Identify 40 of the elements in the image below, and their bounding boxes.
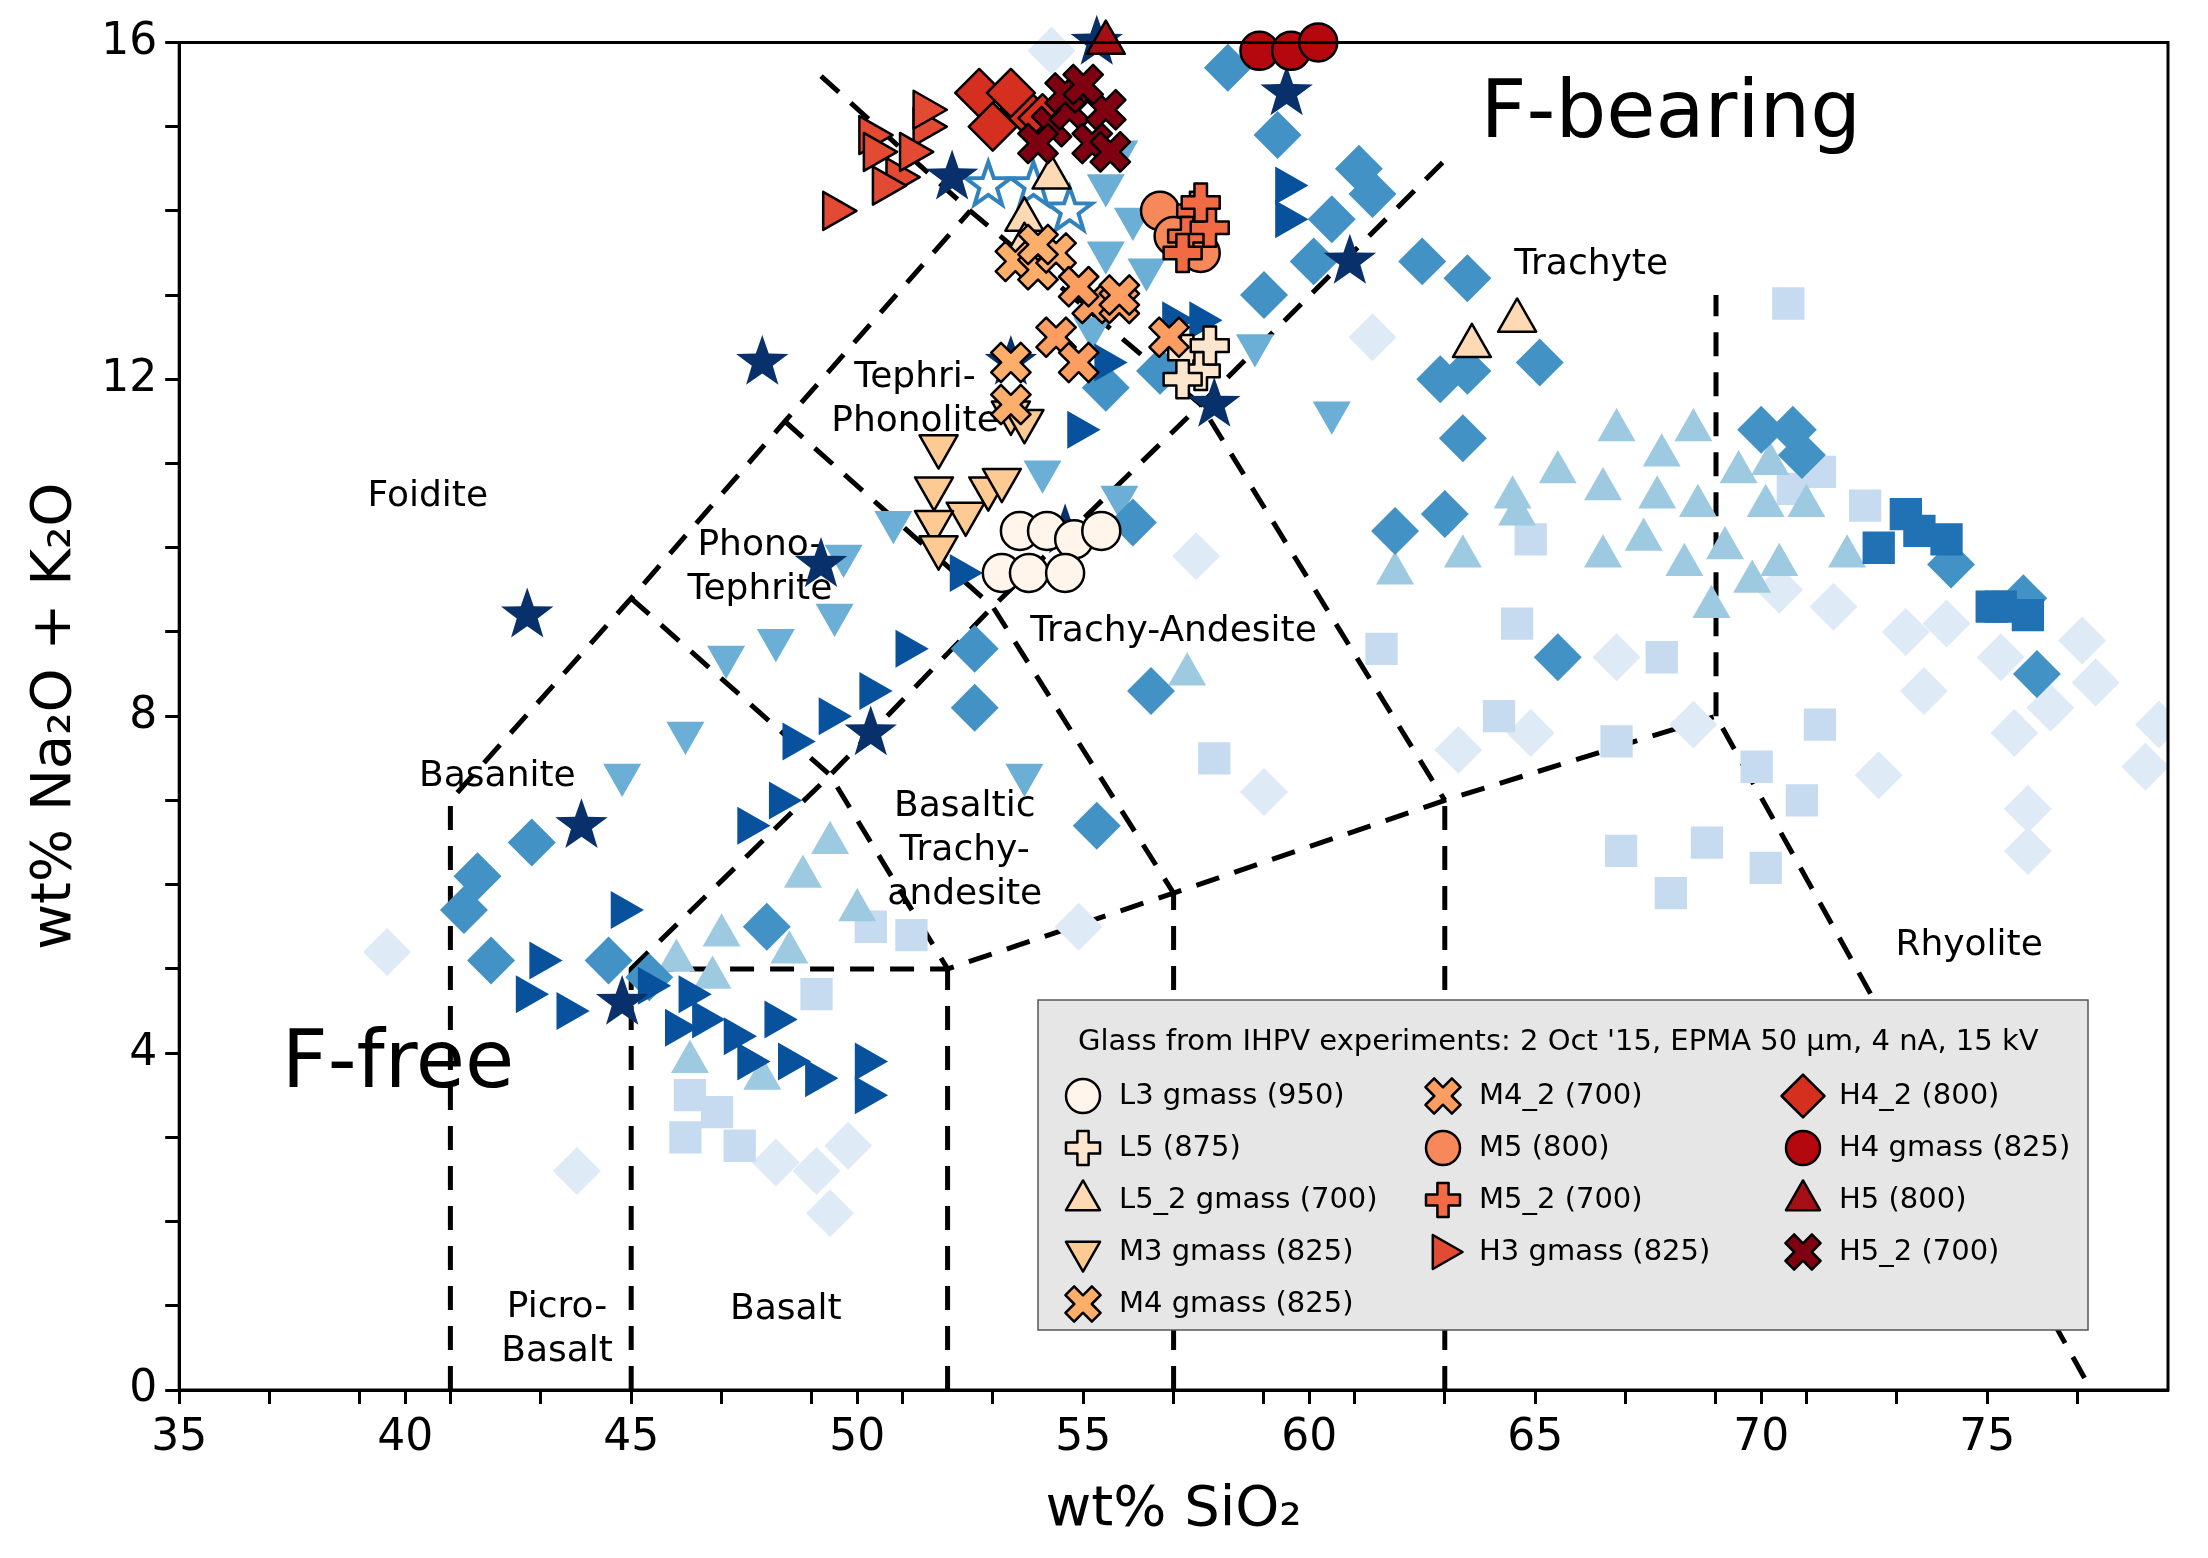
annotation: Trachy-Andesite xyxy=(1029,607,1317,649)
x-axis-title: wt% SiO₂ xyxy=(1045,1472,1302,1538)
legend-label: M4_2 (700) xyxy=(1479,1076,1643,1111)
legend-label: L3 gmass (950) xyxy=(1119,1076,1345,1111)
x-tick-label: 50 xyxy=(829,1408,886,1460)
annotation: F-free xyxy=(281,1013,515,1107)
legend-label: H5 (800) xyxy=(1839,1180,1967,1215)
annotation: Phono- Tephrite xyxy=(686,522,833,608)
x-tick-label: 45 xyxy=(603,1408,660,1460)
x-tick-label: 65 xyxy=(1507,1408,1564,1460)
annotation: Tephri- Phonolite xyxy=(831,353,999,439)
annotation: Trachyte xyxy=(1513,241,1669,283)
y-tick-label: 12 xyxy=(101,349,158,401)
y-tick-label: 16 xyxy=(101,12,158,64)
annotation: F-bearing xyxy=(1480,63,1862,157)
annotation: Basanite xyxy=(419,753,576,795)
x-tick-label: 70 xyxy=(1733,1408,1790,1460)
y-tick-label: 4 xyxy=(129,1023,158,1075)
x-tick-label: 40 xyxy=(377,1408,434,1460)
legend-label: M4 gmass (825) xyxy=(1119,1284,1354,1319)
legend-label: H3 gmass (825) xyxy=(1479,1232,1711,1267)
x-tick-label: 75 xyxy=(1959,1408,2016,1460)
annotation: Basaltic Trachy- andesite xyxy=(887,783,1043,913)
y-axis-title: wt% Na₂O + K₂O xyxy=(18,482,84,950)
annotation: Rhyolite xyxy=(1895,921,2043,963)
annotation: Foidite xyxy=(367,472,489,514)
legend-label: L5 (875) xyxy=(1119,1128,1241,1163)
annotation: Basalt xyxy=(729,1285,842,1327)
legend-label: M5_2 (700) xyxy=(1479,1180,1643,1215)
legend-label: H4_2 (800) xyxy=(1839,1076,2000,1111)
y-tick-label: 8 xyxy=(129,686,158,738)
legend-label: M3 gmass (825) xyxy=(1119,1232,1354,1267)
x-tick-label: 60 xyxy=(1281,1408,1338,1460)
legend-label: H5_2 (700) xyxy=(1839,1232,2000,1267)
legend-title: Glass from IHPV experiments: 2 Oct '15, EPMA 50 µm, 4 nA, 15 kV xyxy=(1078,1022,2039,1057)
legend-label: M5 (800) xyxy=(1479,1128,1610,1163)
legend-label: L5_2 gmass (700) xyxy=(1119,1180,1378,1215)
legend-label: H4 gmass (825) xyxy=(1839,1128,2071,1163)
annotation: Picro- Basalt xyxy=(501,1283,613,1369)
x-tick-label: 55 xyxy=(1055,1408,1112,1460)
